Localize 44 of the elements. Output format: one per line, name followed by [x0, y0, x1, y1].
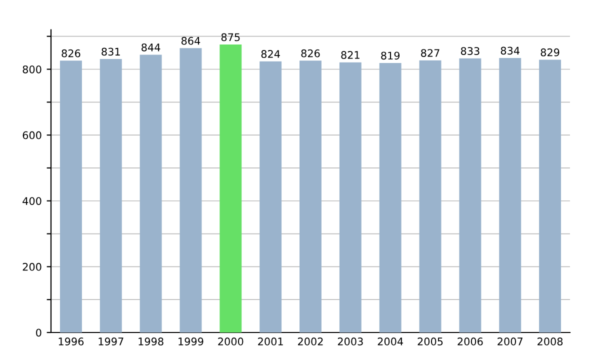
- bar: [260, 61, 282, 332]
- bar: [220, 44, 242, 332]
- x-tick-label: 1996: [58, 338, 84, 346]
- data-label: 827: [421, 49, 440, 57]
- y-tick-label: 0: [36, 328, 42, 337]
- x-tick-label: 2000: [218, 338, 244, 346]
- bar: [379, 62, 402, 332]
- x-tick-label: 2005: [418, 338, 443, 346]
- x-tick-label: 2001: [258, 338, 283, 346]
- data-label: 834: [500, 46, 520, 55]
- bar: [300, 60, 322, 332]
- x-tick-label: 2004: [378, 338, 404, 346]
- data-label: 821: [341, 51, 360, 59]
- x-tick-label: 2002: [298, 338, 323, 346]
- data-label: 875: [221, 33, 240, 42]
- x-tick-label: 1997: [98, 338, 124, 346]
- x-tick-label: 2008: [538, 338, 563, 346]
- data-label: 844: [142, 43, 160, 52]
- data-label: 826: [62, 49, 80, 58]
- bar: [539, 60, 562, 332]
- bar: [419, 60, 442, 332]
- bar: [100, 59, 122, 332]
- bar: [459, 58, 482, 332]
- bar: [499, 58, 522, 332]
- y-tick-label: 400: [22, 197, 42, 205]
- y-tick-label: 200: [22, 262, 42, 271]
- data-label: 831: [102, 48, 120, 56]
- data-label: 833: [460, 47, 480, 55]
- data-label: 819: [381, 52, 400, 60]
- data-label: 864: [181, 36, 200, 45]
- bar: [339, 62, 362, 332]
- y-tick-label: 800: [22, 65, 42, 74]
- y-tick-label: 600: [22, 131, 42, 140]
- x-tick-label: 1998: [138, 338, 164, 346]
- data-label: 826: [301, 49, 320, 58]
- bar: [180, 48, 202, 332]
- x-tick-label: 2003: [338, 338, 363, 346]
- x-tick-label: 2007: [498, 338, 522, 346]
- bar: [140, 54, 162, 332]
- bar: [60, 60, 82, 332]
- x-tick-label: 2006: [458, 338, 483, 346]
- x-tick-label: 1999: [178, 338, 204, 346]
- data-label: 829: [540, 48, 560, 56]
- data-label: 824: [261, 50, 280, 58]
